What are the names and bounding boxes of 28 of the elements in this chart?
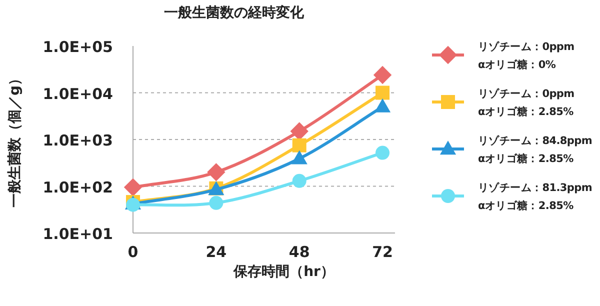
x-axis-title: 保存時間（hr） [232,264,334,280]
point [376,86,390,100]
x-tick-label: 48 [288,243,310,261]
point [290,122,308,140]
point [292,138,306,152]
y-tick-label: 1.0E+01 [42,225,113,243]
chart-title: 一般生菌数の経時変化 [164,4,305,21]
point [373,66,392,84]
x-tick-label: 72 [372,243,393,261]
y-axis-title: 一般生菌数（個／g） [7,71,23,208]
point [376,146,390,160]
point [207,163,226,182]
y-tick-label: 1.0E+03 [42,132,113,150]
x-tick-label: 0 [128,243,138,261]
point [124,178,142,196]
legend-label: リゾチーム：0ppm αオリゴ糖：2.85% [478,87,575,118]
y-tick-label: 1.0E+02 [42,178,113,196]
point [126,198,140,212]
legend-label: リゾチーム：0ppm αオリゴ糖：0% [478,40,575,71]
point [374,98,391,112]
legend-label: リゾチーム：81.3ppm αオリゴ糖：2.85% [478,181,592,212]
legend-label: リゾチーム：84.8ppm αオリゴ糖：2.85% [478,134,592,165]
x-tick-label: 24 [206,243,227,261]
point [209,196,224,210]
y-tick-label: 1.0E+05 [42,38,113,56]
point [291,150,308,164]
y-tick-label: 1.0E+04 [42,84,113,103]
point [292,174,306,188]
